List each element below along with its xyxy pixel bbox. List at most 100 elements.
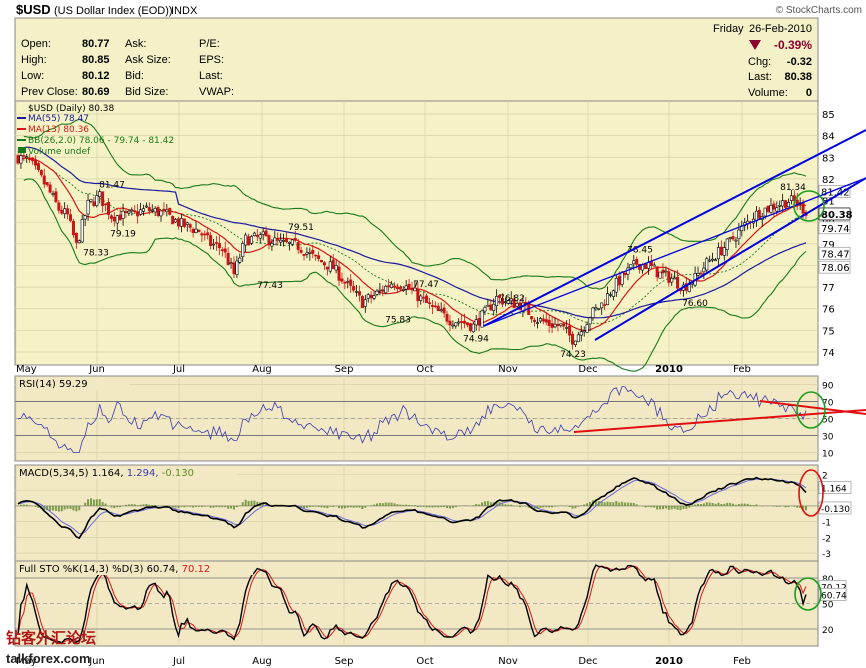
candle-body <box>305 252 309 255</box>
macd-hist-bar <box>551 505 554 508</box>
macd-hist-bar <box>711 503 714 506</box>
macd-hist-bar <box>183 505 186 508</box>
macd-hist-bar <box>664 505 667 509</box>
candle-body <box>209 235 213 246</box>
macd-hist-bar <box>186 505 189 507</box>
macd-hist-bar <box>416 505 419 508</box>
price-tick-label: 82 <box>822 175 835 186</box>
candle-body <box>223 248 227 253</box>
candle-body <box>302 254 306 256</box>
macd-hist-bar <box>355 505 358 508</box>
macd-hist-bar <box>209 505 212 508</box>
macd-hist-bar <box>203 505 206 507</box>
trendline-upper <box>483 129 866 327</box>
candle-body <box>95 195 99 206</box>
candle-body <box>550 323 554 328</box>
candle-body <box>191 229 195 233</box>
sto-k-line <box>17 564 807 644</box>
macd-hist-bar <box>151 505 154 506</box>
macd-hist-bar <box>145 503 148 506</box>
candle-body <box>395 286 399 290</box>
macd-hist-bar <box>682 505 685 509</box>
macd-hist-bar <box>691 505 694 507</box>
macd-hist-bar <box>542 505 545 508</box>
candle-body <box>98 191 102 197</box>
price-tick-label: 81 <box>822 197 835 208</box>
candle-body <box>331 259 335 270</box>
candle-body <box>109 215 113 219</box>
macd-hist-bar <box>101 502 104 506</box>
macd-hist-bar <box>49 505 52 511</box>
candle-body <box>463 320 467 324</box>
candle-body <box>118 214 122 221</box>
candle-body <box>159 210 163 217</box>
bb-lower-line <box>23 178 807 372</box>
macd-hist-bar <box>641 505 644 507</box>
macd-label-a: MACD(5,34,5) 1.164, <box>19 468 124 479</box>
macd-hist-bar <box>799 505 802 508</box>
macd-hist-bar <box>390 502 393 506</box>
candle-body <box>611 290 615 297</box>
macd-hist-bar <box>197 505 200 507</box>
macd-hist-bar <box>180 505 183 507</box>
month-label-bottom: Jun <box>88 656 105 667</box>
macd-hist-bar <box>580 505 583 506</box>
macd-hist-bar <box>127 504 130 506</box>
macd-hist-bar <box>670 505 673 510</box>
candle-body <box>573 340 577 346</box>
candle-body <box>702 267 706 273</box>
candle-body <box>39 170 43 176</box>
macd-hist-bar <box>215 505 218 508</box>
macd-hist-bar <box>78 505 81 511</box>
macd-hist-bar <box>647 505 650 507</box>
month-label-top: Oct <box>416 364 433 375</box>
price-tick-label: 83 <box>822 153 835 164</box>
trendlines <box>483 129 866 611</box>
macd-hist-bar <box>694 504 697 506</box>
macd-hist-bar <box>89 498 92 506</box>
candle-body <box>439 309 443 312</box>
candle-body <box>57 202 61 211</box>
macd-hist-bar <box>381 503 384 506</box>
candle-body <box>241 243 245 257</box>
macd-hist-bar <box>521 505 524 507</box>
macd-hist-bar <box>206 505 209 507</box>
macd-hist-bar <box>22 504 25 506</box>
candle-body <box>451 324 455 327</box>
candle-body <box>71 220 75 236</box>
macd-hist-bar <box>177 505 180 509</box>
macd-hist-bar <box>501 503 504 506</box>
price-tick-label: 79 <box>822 240 835 251</box>
macd-hist-bar <box>443 505 446 508</box>
macd-hist-bar <box>250 500 253 506</box>
candle-body <box>282 240 286 242</box>
candle-body <box>716 247 720 260</box>
candle-body <box>273 237 277 245</box>
candle-body <box>89 199 93 202</box>
candle-body <box>658 271 662 279</box>
candle-body <box>786 201 790 207</box>
month-label-top: Aug <box>252 364 272 375</box>
candle-body <box>185 222 189 225</box>
macd-hist-bar <box>408 504 411 506</box>
macd-hist-bar <box>793 505 796 507</box>
macd-hist-bar <box>110 505 113 508</box>
macd-hist-bar <box>784 505 787 508</box>
month-label-bottom: Feb <box>733 656 751 667</box>
macd-hist-bar <box>329 505 332 507</box>
candle-body <box>635 259 639 265</box>
macd-hist-bar <box>778 505 781 507</box>
macd-hist-bar <box>364 505 367 508</box>
rsi-label-bg <box>17 378 129 390</box>
macd-hist-bar <box>238 505 241 506</box>
candle-body <box>244 234 248 246</box>
month-label-bottom: Nov <box>498 656 518 667</box>
candle-body <box>565 327 569 329</box>
macd-hist-bar <box>346 505 349 508</box>
macd-tag-box <box>818 501 852 515</box>
macd-hist-bar <box>723 503 726 506</box>
candle-body <box>705 258 709 271</box>
candle-body <box>299 250 303 253</box>
candle-body <box>591 307 595 318</box>
rsi-tick-label: 30 <box>822 433 834 443</box>
